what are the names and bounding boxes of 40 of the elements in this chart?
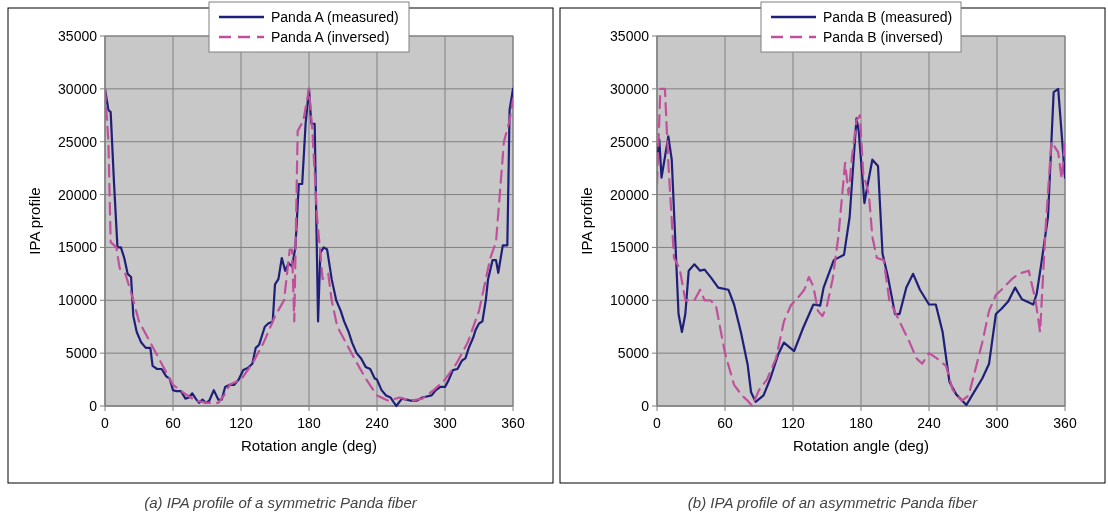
y-tick-label: 15000 (610, 239, 650, 256)
legend-label: Panda B (measured) (823, 9, 953, 25)
y-tick-label: 10000 (610, 292, 650, 309)
x-tick-label: 360 (1053, 415, 1077, 431)
text: (a) IPA profile of a symmetric Panda fiber (144, 494, 418, 511)
y-axis-title: IPA profile (26, 187, 43, 255)
x-tick-label: 0 (653, 415, 662, 431)
y-axis-title: IPA profile (578, 187, 595, 255)
x-tick-label: 60 (717, 415, 733, 431)
y-tick-label: 10000 (58, 292, 98, 309)
x-tick-label: 180 (849, 415, 873, 431)
x-tick-label: 60 (165, 415, 181, 431)
x-axis-title: Rotation angle (deg) (241, 437, 377, 454)
y-tick-label: 20000 (610, 186, 650, 203)
y-tick-label: 35000 (58, 28, 98, 44)
x-tick-label: 300 (433, 415, 457, 431)
legend-label: Panda B (inversed) (823, 29, 943, 45)
y-tick-label: 5000 (65, 345, 98, 362)
y-tick-label: 35000 (610, 28, 650, 44)
x-tick-label: 300 (985, 415, 1009, 431)
x-tick-label: 360 (501, 415, 525, 431)
x-tick-label: 0 (101, 415, 110, 431)
y-tick-label: 25000 (58, 133, 98, 150)
text: (b) IPA profile of an asymmetric Panda fiber (687, 494, 979, 511)
x-axis-title: Rotation angle (deg) (793, 437, 929, 454)
x-tick-label: 180 (297, 415, 321, 431)
y-tick-label: 30000 (610, 80, 650, 97)
x-tick-label: 120 (229, 415, 253, 431)
y-tick-label: 20000 (58, 186, 98, 203)
legend-label: Panda A (inversed) (271, 29, 390, 45)
x-tick-label: 240 (917, 415, 941, 431)
y-tick-label: 5000 (617, 345, 650, 362)
legend-label: Panda A (measured) (271, 9, 399, 25)
y-tick-label: 25000 (610, 133, 650, 150)
x-tick-label: 240 (365, 415, 389, 431)
y-tick-label: 0 (89, 398, 98, 414)
y-tick-label: 30000 (58, 80, 98, 97)
y-tick-label: 0 (641, 398, 650, 414)
x-tick-label: 120 (781, 415, 805, 431)
y-tick-label: 15000 (58, 239, 98, 256)
